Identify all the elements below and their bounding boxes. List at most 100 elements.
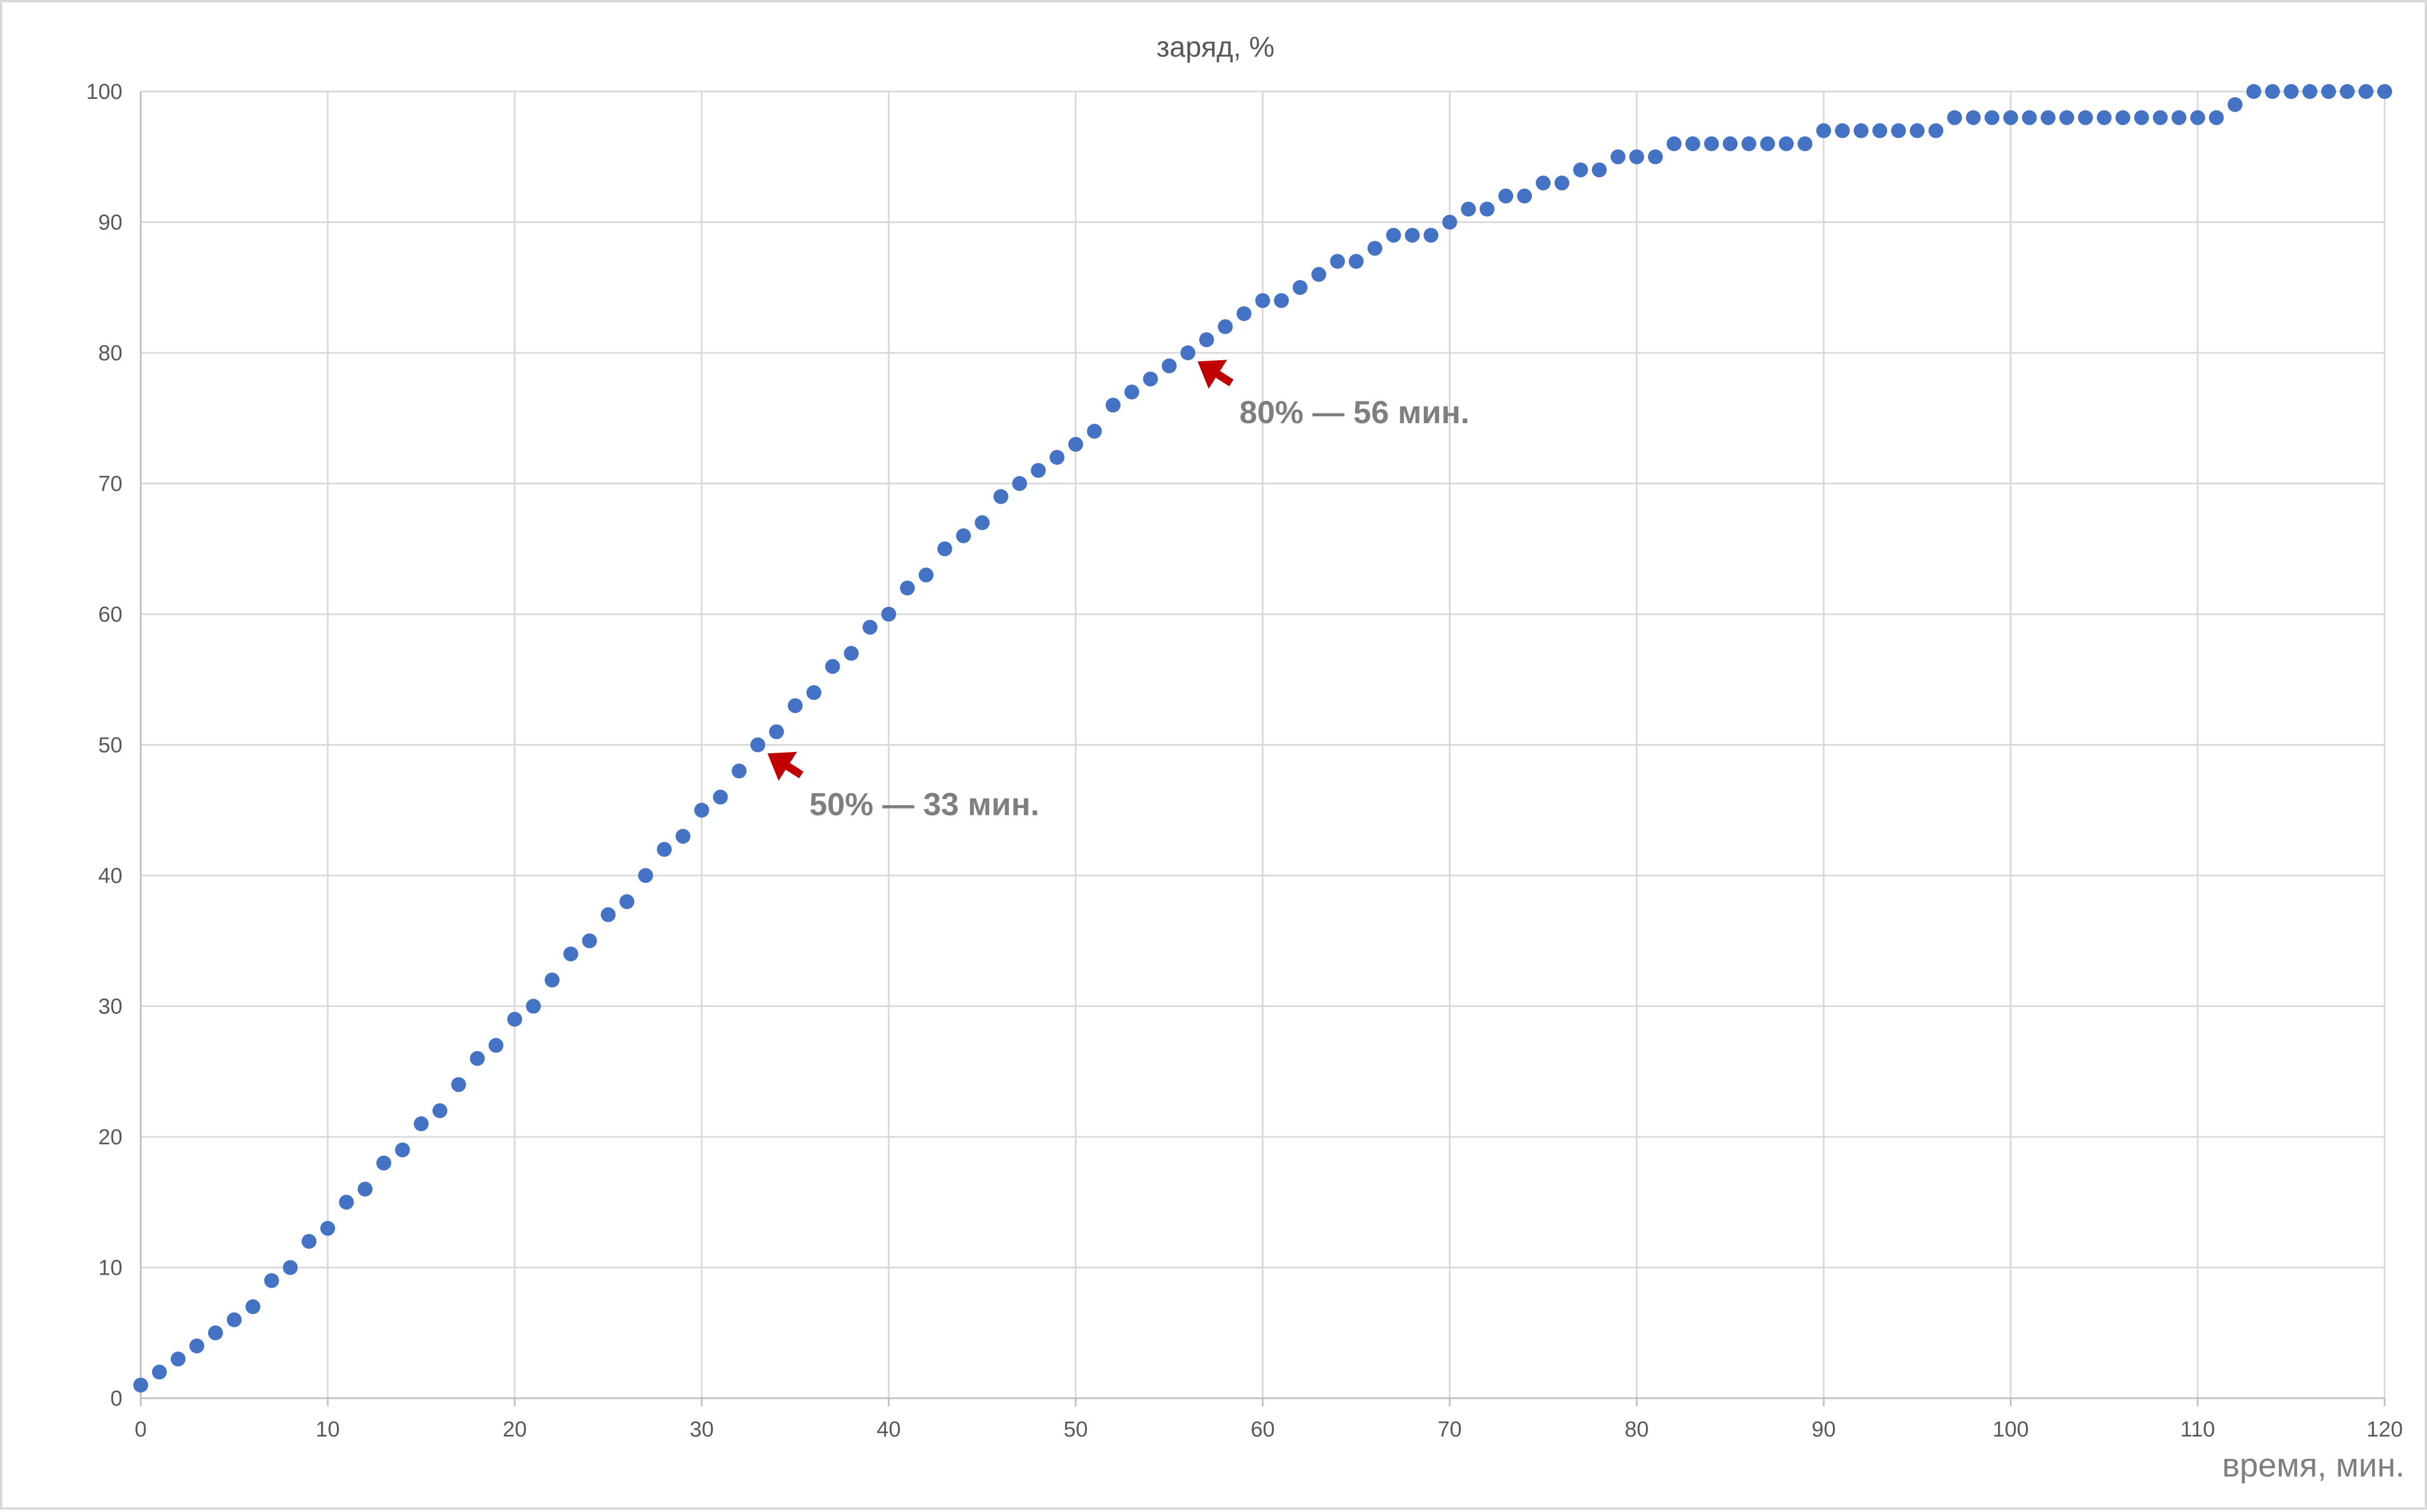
x-tick-label: 0 — [134, 1418, 146, 1442]
data-point — [1442, 214, 1457, 230]
data-point — [1162, 358, 1177, 373]
data-point — [806, 685, 821, 701]
data-point — [1629, 149, 1645, 165]
data-point — [2358, 84, 2374, 99]
y-tick-label: 70 — [98, 472, 122, 496]
data-point — [788, 698, 803, 713]
data-point — [1741, 136, 1757, 152]
x-axis-title: время, мин. — [2222, 1447, 2405, 1484]
data-point — [1797, 136, 1813, 152]
data-point — [264, 1273, 279, 1288]
data-point — [2208, 110, 2224, 125]
data-point — [657, 842, 672, 857]
data-point — [825, 659, 840, 674]
data-point — [1087, 424, 1102, 439]
y-tick-label: 30 — [98, 995, 122, 1019]
data-point — [1984, 110, 2000, 125]
data-point — [1405, 228, 1420, 243]
data-point — [1554, 175, 1570, 190]
y-tick-label: 100 — [86, 80, 122, 104]
data-point — [1105, 397, 1121, 413]
data-point — [1218, 319, 1233, 335]
data-point — [1236, 306, 1252, 321]
data-point — [432, 1103, 448, 1119]
data-point — [769, 724, 784, 739]
data-point — [2302, 84, 2318, 99]
y-tick-label: 40 — [98, 864, 122, 888]
data-point — [545, 972, 560, 988]
data-point — [750, 737, 765, 753]
data-point — [208, 1325, 223, 1340]
data-point — [1573, 162, 1588, 178]
data-point — [2152, 110, 2168, 125]
data-point — [1049, 449, 1064, 465]
data-point — [582, 933, 597, 949]
data-point — [395, 1142, 410, 1157]
data-point — [470, 1051, 485, 1066]
data-point — [993, 489, 1008, 504]
data-point — [1012, 476, 1027, 491]
data-point — [601, 907, 616, 922]
data-point — [1461, 201, 1476, 217]
x-tick-label: 70 — [1437, 1418, 1461, 1442]
data-point — [339, 1195, 354, 1210]
data-point — [881, 607, 896, 622]
data-point — [1517, 188, 1532, 204]
data-point — [937, 541, 952, 556]
data-point — [133, 1378, 148, 1393]
y-tick-label: 20 — [98, 1125, 122, 1149]
data-point — [1928, 123, 1944, 138]
data-point — [320, 1220, 335, 1236]
data-point — [1031, 463, 1046, 478]
data-point — [2059, 110, 2075, 125]
annotation-arrow-icon — [767, 751, 804, 781]
data-point — [1760, 136, 1775, 152]
data-point — [1648, 149, 1663, 165]
y-tick-label: 50 — [98, 734, 122, 758]
y-tick-label: 10 — [98, 1256, 122, 1280]
data-point — [1853, 123, 1869, 138]
gridlines — [140, 90, 2386, 1399]
data-point — [414, 1116, 429, 1132]
x-tick-label: 90 — [1812, 1418, 1836, 1442]
data-point — [1143, 371, 1158, 387]
data-point — [1255, 293, 1270, 308]
data-point — [619, 894, 634, 909]
data-point — [1891, 123, 1906, 138]
x-tick-label: 60 — [1250, 1418, 1274, 1442]
data-point — [2339, 84, 2355, 99]
data-point — [526, 998, 541, 1014]
data-point — [1722, 136, 1738, 152]
data-point — [1909, 123, 1925, 138]
annotation-arrow-icon — [1197, 360, 1234, 389]
data-point — [1947, 110, 1963, 125]
data-point — [844, 646, 859, 661]
data-point — [1348, 254, 1364, 269]
x-tick-label: 100 — [1992, 1418, 2028, 1442]
data-point — [358, 1181, 373, 1197]
data-point — [1311, 266, 1326, 282]
data-point — [919, 567, 934, 583]
x-tick-label: 120 — [2366, 1418, 2402, 1442]
data-point — [2190, 110, 2206, 125]
x-tick-label: 80 — [1624, 1418, 1649, 1442]
data-point — [1068, 436, 1083, 452]
data-point — [732, 763, 747, 779]
data-point — [1666, 136, 1682, 152]
data-point — [488, 1038, 504, 1053]
data-point — [1292, 280, 1308, 295]
y-tick-label: 80 — [98, 341, 122, 365]
data-point — [638, 868, 653, 883]
data-point — [152, 1364, 167, 1380]
data-point — [2003, 110, 2019, 125]
data-point — [1778, 136, 1794, 152]
x-tick-label: 110 — [2180, 1418, 2215, 1442]
data-point — [1704, 136, 1719, 152]
annotation-label: 50% — 33 мин. — [809, 786, 1039, 822]
annotations: 50% — 33 мин. 80% — 56 мин. — [767, 360, 1469, 822]
data-point — [1386, 228, 1401, 243]
data-point — [227, 1312, 242, 1327]
data-point — [1816, 123, 1832, 138]
